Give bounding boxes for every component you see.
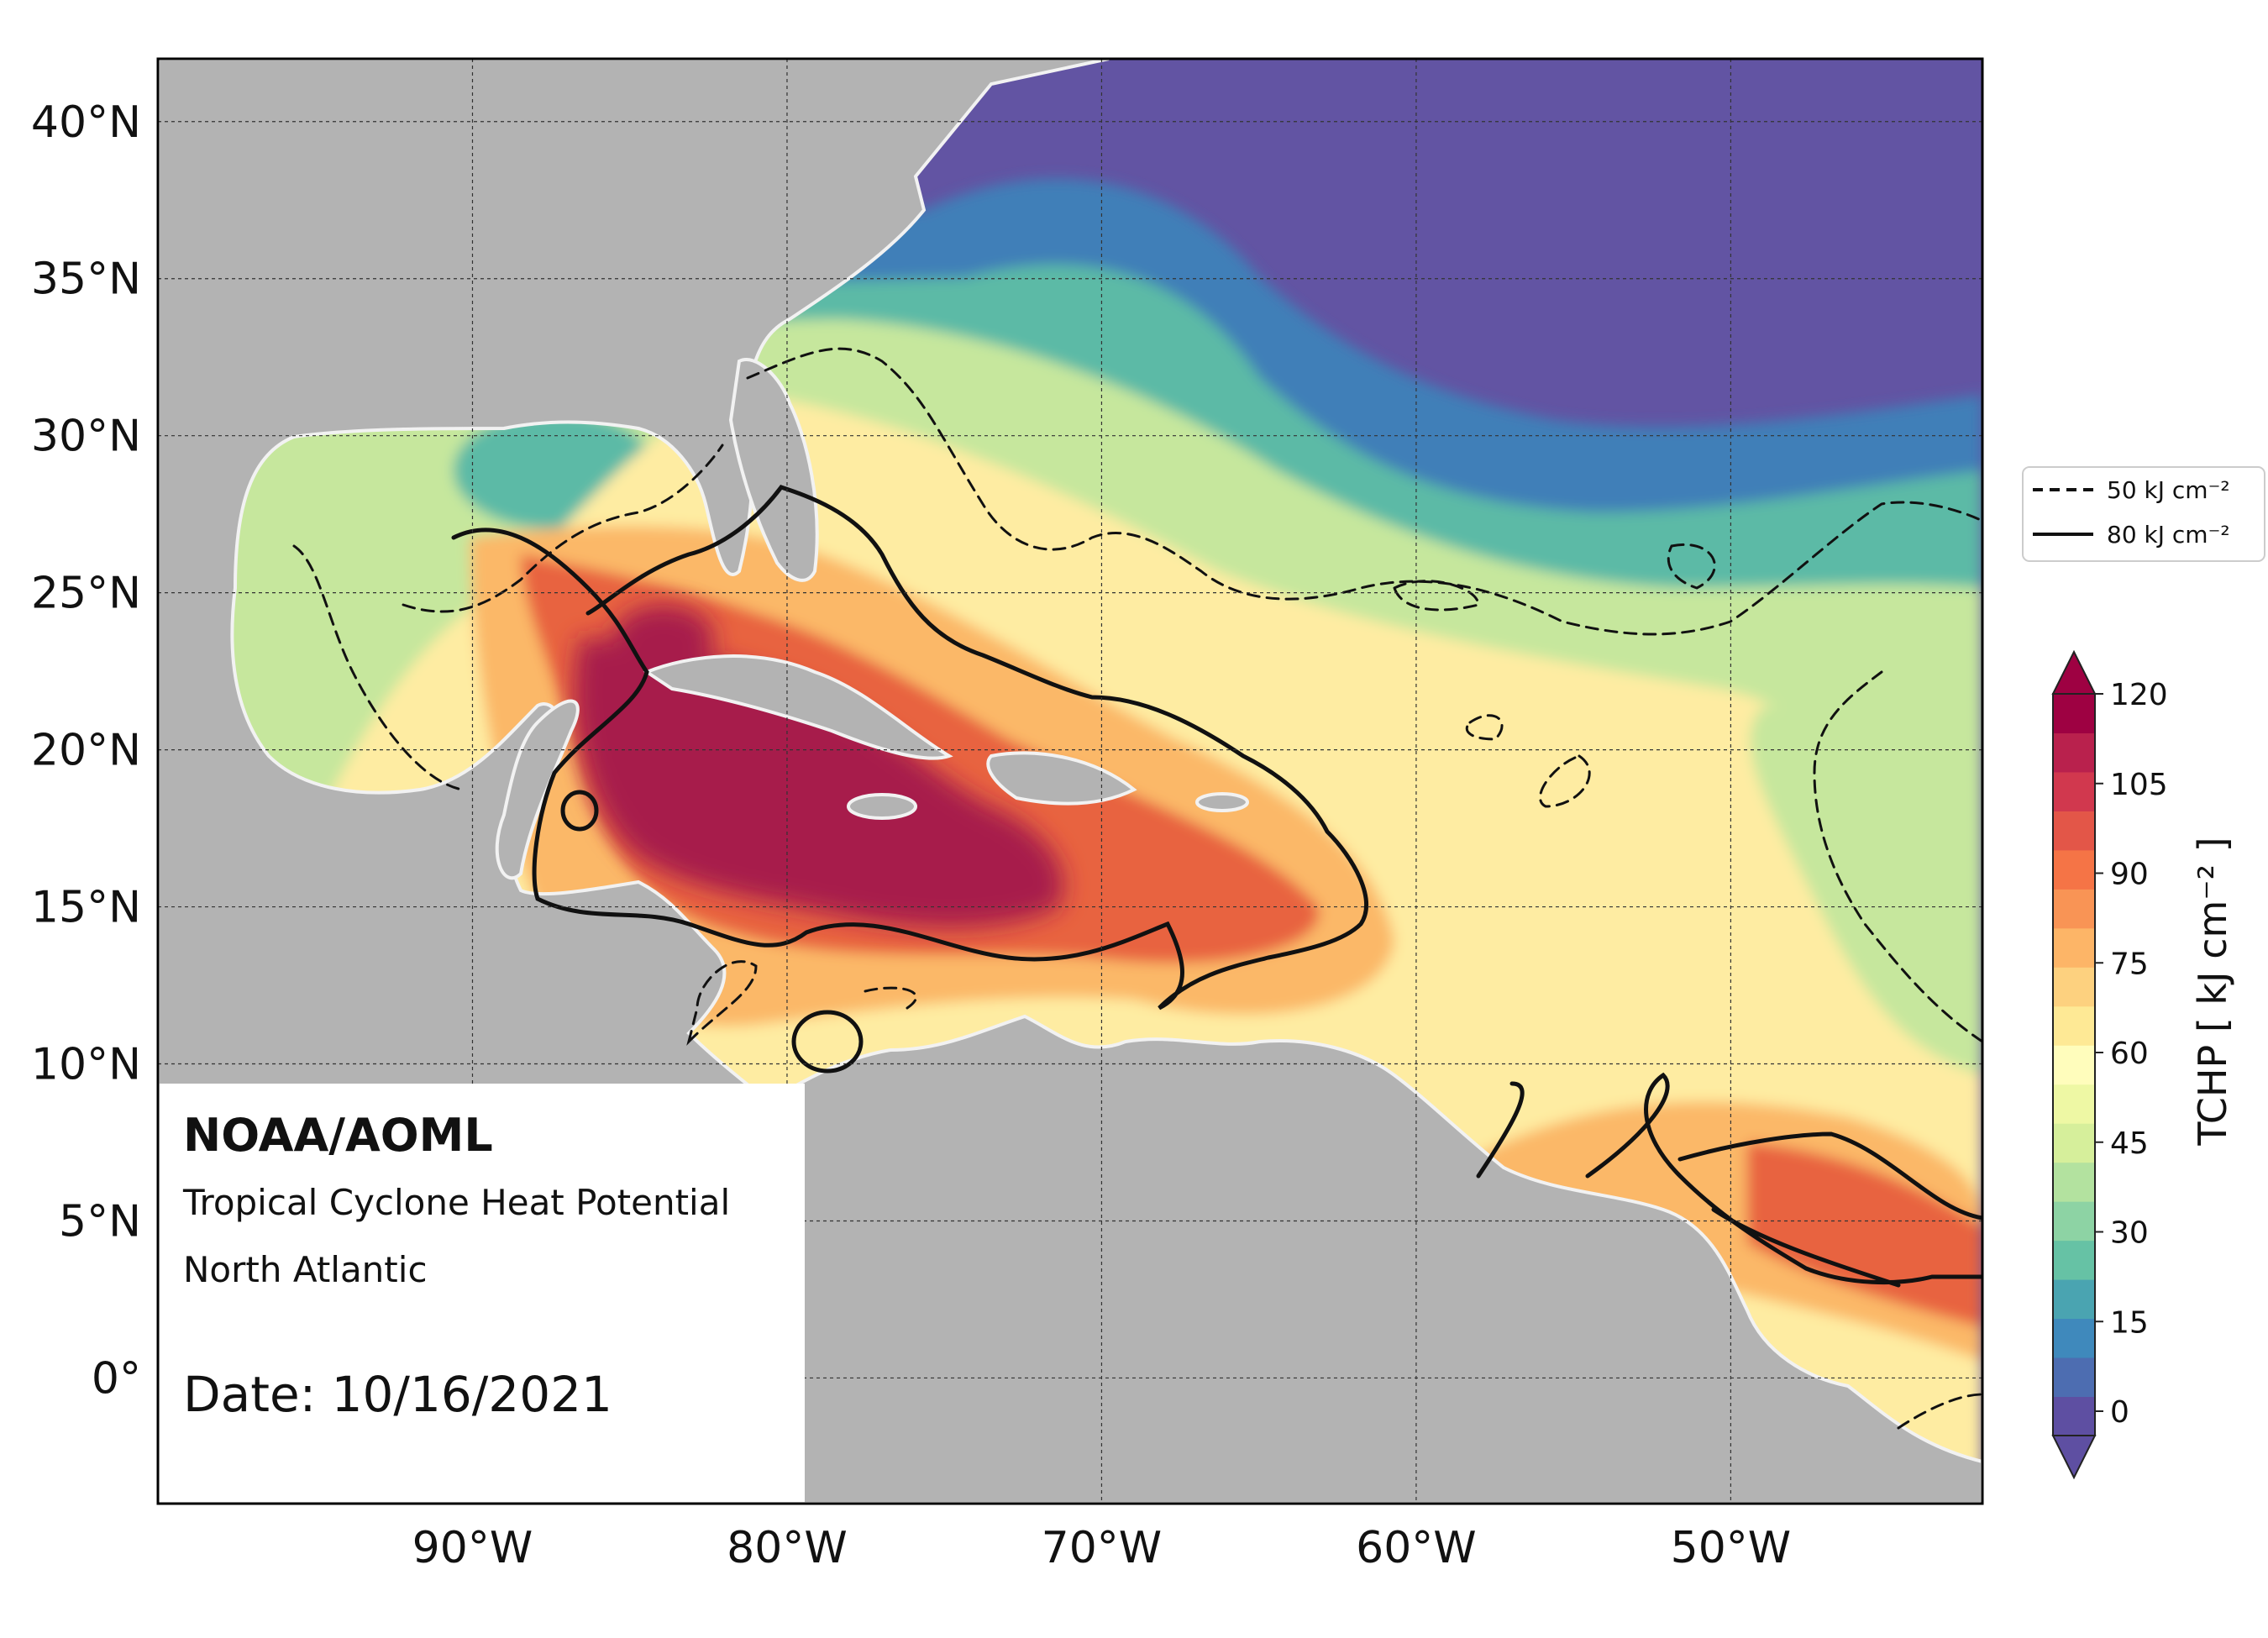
colorbar-segment (2053, 1396, 2095, 1436)
longitude-tick-label: 60°W (1356, 1523, 1477, 1573)
colorbar-extend-min (2051, 1435, 2097, 1480)
colorbar: 0 15 30 45 60 75 90 105 120 (2051, 649, 2168, 1480)
colorbar-segment (2053, 889, 2095, 929)
map-frame (156, 57, 1984, 1505)
info-panel-background (158, 1084, 805, 1504)
colorbar-segment (2053, 967, 2095, 1007)
colorbar-segment (2053, 1240, 2095, 1280)
longitude-tick-label: 80°W (727, 1523, 848, 1573)
florida-peninsula (728, 358, 819, 582)
puerto-rico-island (1195, 792, 1249, 812)
latitude-tick-labels: 40°N 35°N 30°N 25°N 20°N 15°N 10°N 5°N 0° (31, 97, 141, 1404)
colorbar-tick-label: 90 (2110, 858, 2149, 892)
colorbar-segment (2053, 694, 2095, 733)
colorbar-tick-label: 120 (2110, 678, 2168, 712)
colorbar-segment (2053, 1162, 2095, 1202)
latitude-tick-label: 40°N (31, 97, 141, 148)
info-panel (158, 1084, 805, 1504)
contour-50-north (746, 347, 1982, 1043)
colorbar-tick-label: 75 (2110, 947, 2149, 981)
date-label: Date: 10/16/2021 (183, 1366, 612, 1423)
legend-50-label: 50 kJ cm⁻² (2107, 476, 2230, 504)
org-title: NOAA/AOML (183, 1109, 493, 1162)
colorbar-segment (2053, 849, 2095, 890)
colorbar-segment (2053, 732, 2095, 773)
map-panel (158, 59, 1982, 1504)
latitude-tick-label: 30°N (31, 412, 141, 462)
colorbar-segment (2053, 1045, 2095, 1085)
contour-50-southwest (686, 960, 917, 1046)
colorbar-segment (2053, 1123, 2095, 1163)
contour-50-gulf (292, 444, 724, 791)
tchp-high-southeast (1747, 1142, 1982, 1327)
latitude-tick-label: 15°N (31, 883, 141, 933)
longitude-tick-label: 90°W (412, 1523, 533, 1573)
cuba-island (643, 654, 953, 760)
contour-80-panama (791, 1010, 864, 1074)
colorbar-label: TCHP [ kJ cm⁻² ] (2190, 837, 2235, 1146)
region-title: North Atlantic (183, 1249, 428, 1290)
colorbar-segment (2053, 811, 2095, 851)
colorbar-segment (2053, 927, 2095, 968)
jamaica-island (847, 793, 917, 820)
colorbar-segment (2053, 771, 2095, 811)
tchp-contours (292, 347, 1982, 1430)
latitude-tick-label: 10°N (31, 1040, 141, 1090)
colorbar-extend-max (2051, 649, 2097, 695)
colorbar-tick-label: 15 (2110, 1305, 2149, 1340)
colorbar-segment (2053, 1357, 2095, 1398)
colorbar-tick-label: 60 (2110, 1037, 2149, 1071)
latitude-tick-label: 25°N (31, 569, 141, 619)
yucatan-peninsula (495, 699, 580, 880)
colorbar-tick-label: 45 (2110, 1126, 2149, 1161)
longitude-tick-labels: 90°W 80°W 70°W 60°W 50°W (412, 1523, 1792, 1573)
hispaniola-island (986, 751, 1137, 806)
colorbar-segment (2053, 1201, 2095, 1242)
contour-80-southeast (1476, 1072, 1982, 1288)
colorbar-segment (2053, 1318, 2095, 1358)
south-america-land (754, 1014, 1982, 1504)
colorbar-frame (2052, 693, 2096, 1436)
latitude-tick-label: 0° (92, 1353, 141, 1404)
colorbar-segment (2053, 1005, 2095, 1046)
contour-legend: 50 kJ cm⁻² 80 kJ cm⁻² (2022, 466, 2265, 562)
latitude-tick-label: 5°N (59, 1196, 141, 1247)
contour-80-small (560, 790, 599, 832)
contour-80-caribbean (451, 485, 1368, 1011)
latitude-tick-label: 35°N (31, 255, 141, 305)
contour-50-southeast-corner (1897, 1393, 1982, 1430)
east-atlantic-low (1750, 706, 1982, 1075)
colorbar-segment (2053, 1084, 2095, 1124)
colorbar-tick-label: 105 (2110, 768, 2168, 802)
colorbar-tick-label: 0 (2110, 1395, 2129, 1430)
colorbar-segment (2053, 1279, 2095, 1320)
colorbar-tick-label: 30 (2110, 1216, 2149, 1251)
tchp-core-caribbean (574, 638, 1064, 927)
product-title: Tropical Cyclone Heat Potential (182, 1182, 730, 1223)
latitude-tick-label: 20°N (31, 726, 141, 776)
longitude-tick-label: 70°W (1042, 1523, 1163, 1573)
longitude-tick-label: 50°W (1671, 1523, 1792, 1573)
legend-80-label: 80 kJ cm⁻² (2107, 521, 2230, 549)
